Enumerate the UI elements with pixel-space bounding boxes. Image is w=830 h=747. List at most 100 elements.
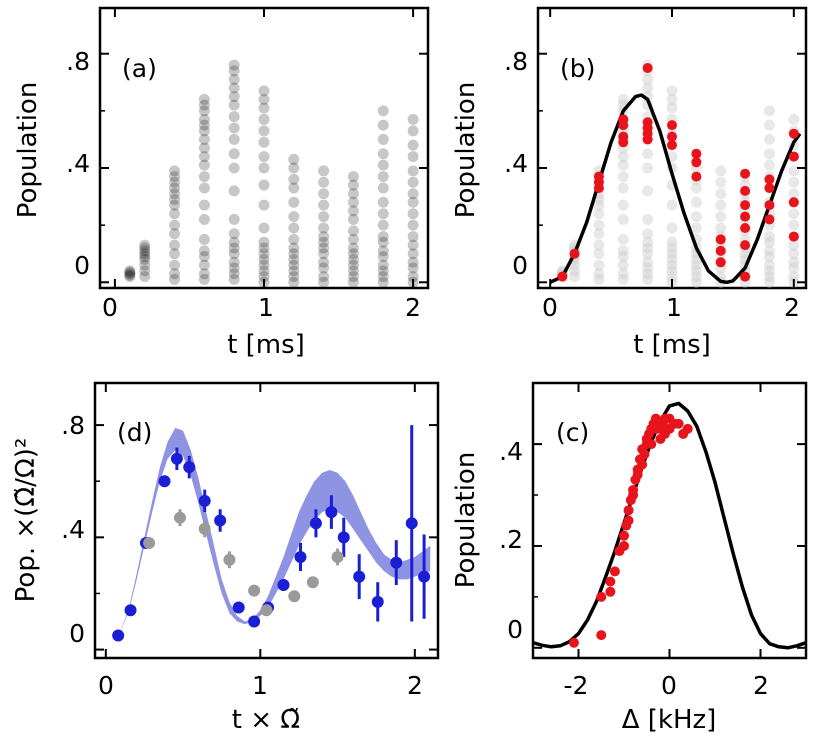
- panel-a-point-6-7: [288, 233, 300, 245]
- panel-b-red-point-36: [788, 151, 799, 162]
- panel-a-point-8-8: [347, 225, 359, 237]
- panel-b-ytick-0: 0: [512, 251, 528, 280]
- panel-c-point-25: [646, 439, 657, 450]
- panel-c-point-2: [596, 591, 607, 602]
- panel-b-bg-point-7-13: [715, 165, 727, 177]
- panel-b-red-point-26: [740, 211, 751, 222]
- panel-a-plot: [100, 8, 428, 288]
- panel-c-label: (c): [556, 418, 589, 447]
- panel-d-xlabel: t × Ω̃: [232, 705, 300, 735]
- panel-b-bg-point-6-2: [690, 265, 702, 277]
- panel-b-red-point-17: [691, 171, 702, 182]
- panel-b-bg-point-4-9: [642, 185, 654, 197]
- panel-a-point-2-6: [169, 219, 181, 231]
- panel-d-grey-point-6: [288, 590, 301, 603]
- panel-b-xtick-2: 2: [784, 293, 800, 322]
- panel-a-point-9-2: [377, 265, 389, 277]
- panel-a-point-4-19: [228, 65, 240, 77]
- panel-b-bg-point-7-8: [715, 222, 727, 234]
- panel-b-bg-point-9-17: [763, 105, 775, 117]
- panel-b-bg-point-4-18: [642, 73, 654, 85]
- panel-b-bg-point-5-1: [666, 271, 678, 283]
- panel-a-point-10-1: [407, 271, 419, 283]
- panel-a-point-6-9: [288, 211, 300, 223]
- panel-b-red-point-24: [740, 240, 751, 251]
- panel-b-red-point-19: [691, 148, 702, 159]
- panel-a-point-7-2: [318, 262, 330, 274]
- panel-b-bg-point-9-3: [763, 259, 775, 271]
- panel-a-point-3-10: [198, 159, 210, 171]
- panel-c-point-4: [605, 576, 616, 587]
- panel-a-point-5-12: [258, 151, 270, 163]
- panel-a-xlabel: t [ms]: [227, 330, 305, 360]
- panel-b-red-point-8: [618, 114, 629, 125]
- panel-b-bg-point-9-5: [763, 245, 775, 257]
- panel-c-ytick-0: 0: [507, 615, 523, 644]
- panel-d-blue-point-1: [124, 604, 137, 617]
- panel-a-point-5-11: [258, 162, 270, 174]
- panel-b-bg-point-4-17: [642, 82, 654, 94]
- panel-d-blue-point-0: [112, 629, 125, 642]
- panel-b-red-point-31: [764, 200, 775, 211]
- panel-a-point-4-14: [228, 111, 240, 123]
- panel-a-point-3-15: [198, 119, 210, 131]
- panel-d-blue-point-7: [214, 514, 227, 527]
- panel-a-point-0-2: [124, 268, 136, 280]
- panel-b-bg-point-9-2: [763, 265, 775, 277]
- panel-a-ylabel: Population: [13, 82, 43, 219]
- panel-c-ylabel: Population: [451, 452, 481, 589]
- panel-c-point-10: [623, 515, 634, 526]
- panel-a-point-4-18: [228, 73, 240, 85]
- panel-a-point-3-12: [198, 142, 210, 154]
- panel-a-point-1-3: [139, 253, 151, 265]
- panel-b-red-point-32: [764, 183, 775, 193]
- panel-a-point-7-5: [318, 242, 330, 254]
- panel-a-point-7-13: [318, 165, 330, 177]
- panel-b-red-point-27: [740, 200, 751, 211]
- panel-a-point-8-7: [347, 233, 359, 245]
- panel-a-point-9-14: [377, 148, 389, 160]
- panel-a-point-3-17: [198, 105, 210, 117]
- panel-a-ytick-0: 0: [74, 251, 90, 280]
- panel-b-bg-point-10-5: [788, 239, 800, 251]
- panel-a-point-0-1: [124, 269, 136, 281]
- panel-b-bg-point-5-6: [666, 242, 678, 254]
- panel-a-point-10-14: [407, 139, 419, 151]
- panel-b-red-point-4: [593, 171, 604, 182]
- panel-b-bg-point-7-12: [715, 176, 727, 188]
- panel-a-point-10-8: [407, 208, 419, 220]
- panel-a-point-10-13: [407, 151, 419, 163]
- panel-d-blue-point-17: [371, 595, 384, 608]
- panel-a-point-5-6: [258, 242, 270, 254]
- panel-a-point-10-11: [407, 176, 419, 188]
- panel-a-point-5-17: [258, 93, 270, 105]
- panel-b-bg-point-3-11: [617, 151, 629, 163]
- panel-a-xtick-0: 0: [102, 293, 118, 322]
- panel-a-point-3-8: [198, 182, 210, 194]
- panel-b-bg-point-4-8: [642, 213, 654, 225]
- panel-b-bg-point-5-5: [666, 248, 678, 260]
- panel-a-point-4-8: [228, 213, 240, 225]
- panel-d-blue-point-9: [248, 615, 261, 628]
- panel-c-xtick-0: -2: [564, 671, 589, 700]
- panel-b-bg-point-9-0: [763, 276, 775, 288]
- panel-a-point-2-2: [169, 259, 181, 271]
- panel-b-bg-point-10-1: [788, 271, 800, 283]
- panel-a-point-4-13: [228, 122, 240, 134]
- panel-b-bg-point-3-10: [617, 159, 629, 171]
- panel-a-point-3-19: [198, 93, 210, 105]
- panel-a-point-7-8: [318, 222, 330, 234]
- panel-c-point-8: [619, 530, 629, 541]
- panel-a-point-2-5: [169, 228, 181, 240]
- panel-a-point-8-11: [347, 196, 359, 208]
- panel-b-red-point-6: [618, 131, 629, 142]
- panel-c-point-39: [673, 418, 684, 429]
- panel-a-point-4-9: [228, 185, 240, 197]
- panel-b-bg-point-6-10: [690, 196, 702, 208]
- panel-a-point-10-15: [407, 125, 419, 137]
- panel-a-point-1-0: [139, 271, 151, 283]
- panel-b-red-point-13: [642, 63, 653, 73]
- panel-a-point-2-0: [169, 273, 181, 285]
- panel-b-bg-point-3-2: [617, 259, 629, 271]
- panel-b-bg-point-5-4: [666, 253, 678, 265]
